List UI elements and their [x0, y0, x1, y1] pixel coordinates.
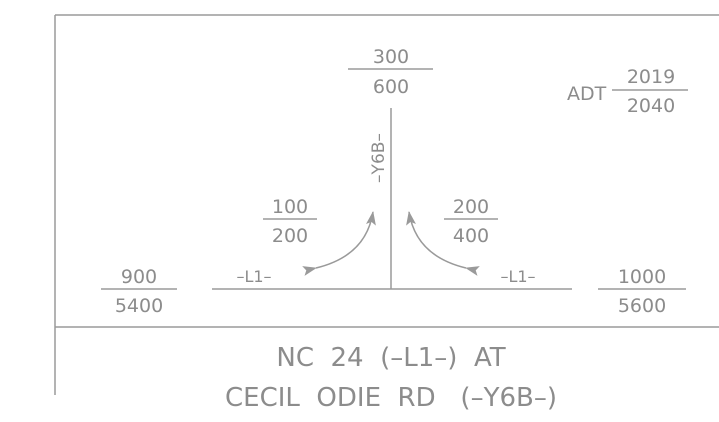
adt-label: ADT — [567, 83, 607, 105]
right-turn-arrow — [406, 211, 480, 276]
top-leg-bottom-value: 600 — [373, 76, 409, 98]
l1-road-label-right: –L1– — [500, 267, 535, 286]
l1-road-label-left: –L1– — [236, 267, 271, 286]
right-turn-bottom-value: 400 — [453, 225, 489, 247]
title-line-1: NC 24 (–L1–) AT — [276, 343, 505, 373]
top-leg-top-value: 300 — [373, 46, 409, 68]
y6b-road-label: –Y6B– — [369, 133, 389, 183]
right-turn-top-value: 200 — [453, 196, 489, 218]
right-leg-top-value: 1000 — [618, 266, 666, 288]
left-turn-arrow — [302, 211, 376, 276]
left-turn-bottom-value: 200 — [272, 225, 308, 247]
left-leg-bottom-value: 5400 — [115, 295, 163, 317]
adt-year-bottom: 2040 — [627, 95, 675, 117]
title-line-2: CECIL ODIE RD (–Y6B–) — [225, 383, 557, 413]
left-turn-top-value: 100 — [272, 196, 308, 218]
right-leg-bottom-value: 5600 — [618, 295, 666, 317]
adt-year-top: 2019 — [627, 66, 675, 88]
left-leg-top-value: 900 — [121, 266, 157, 288]
